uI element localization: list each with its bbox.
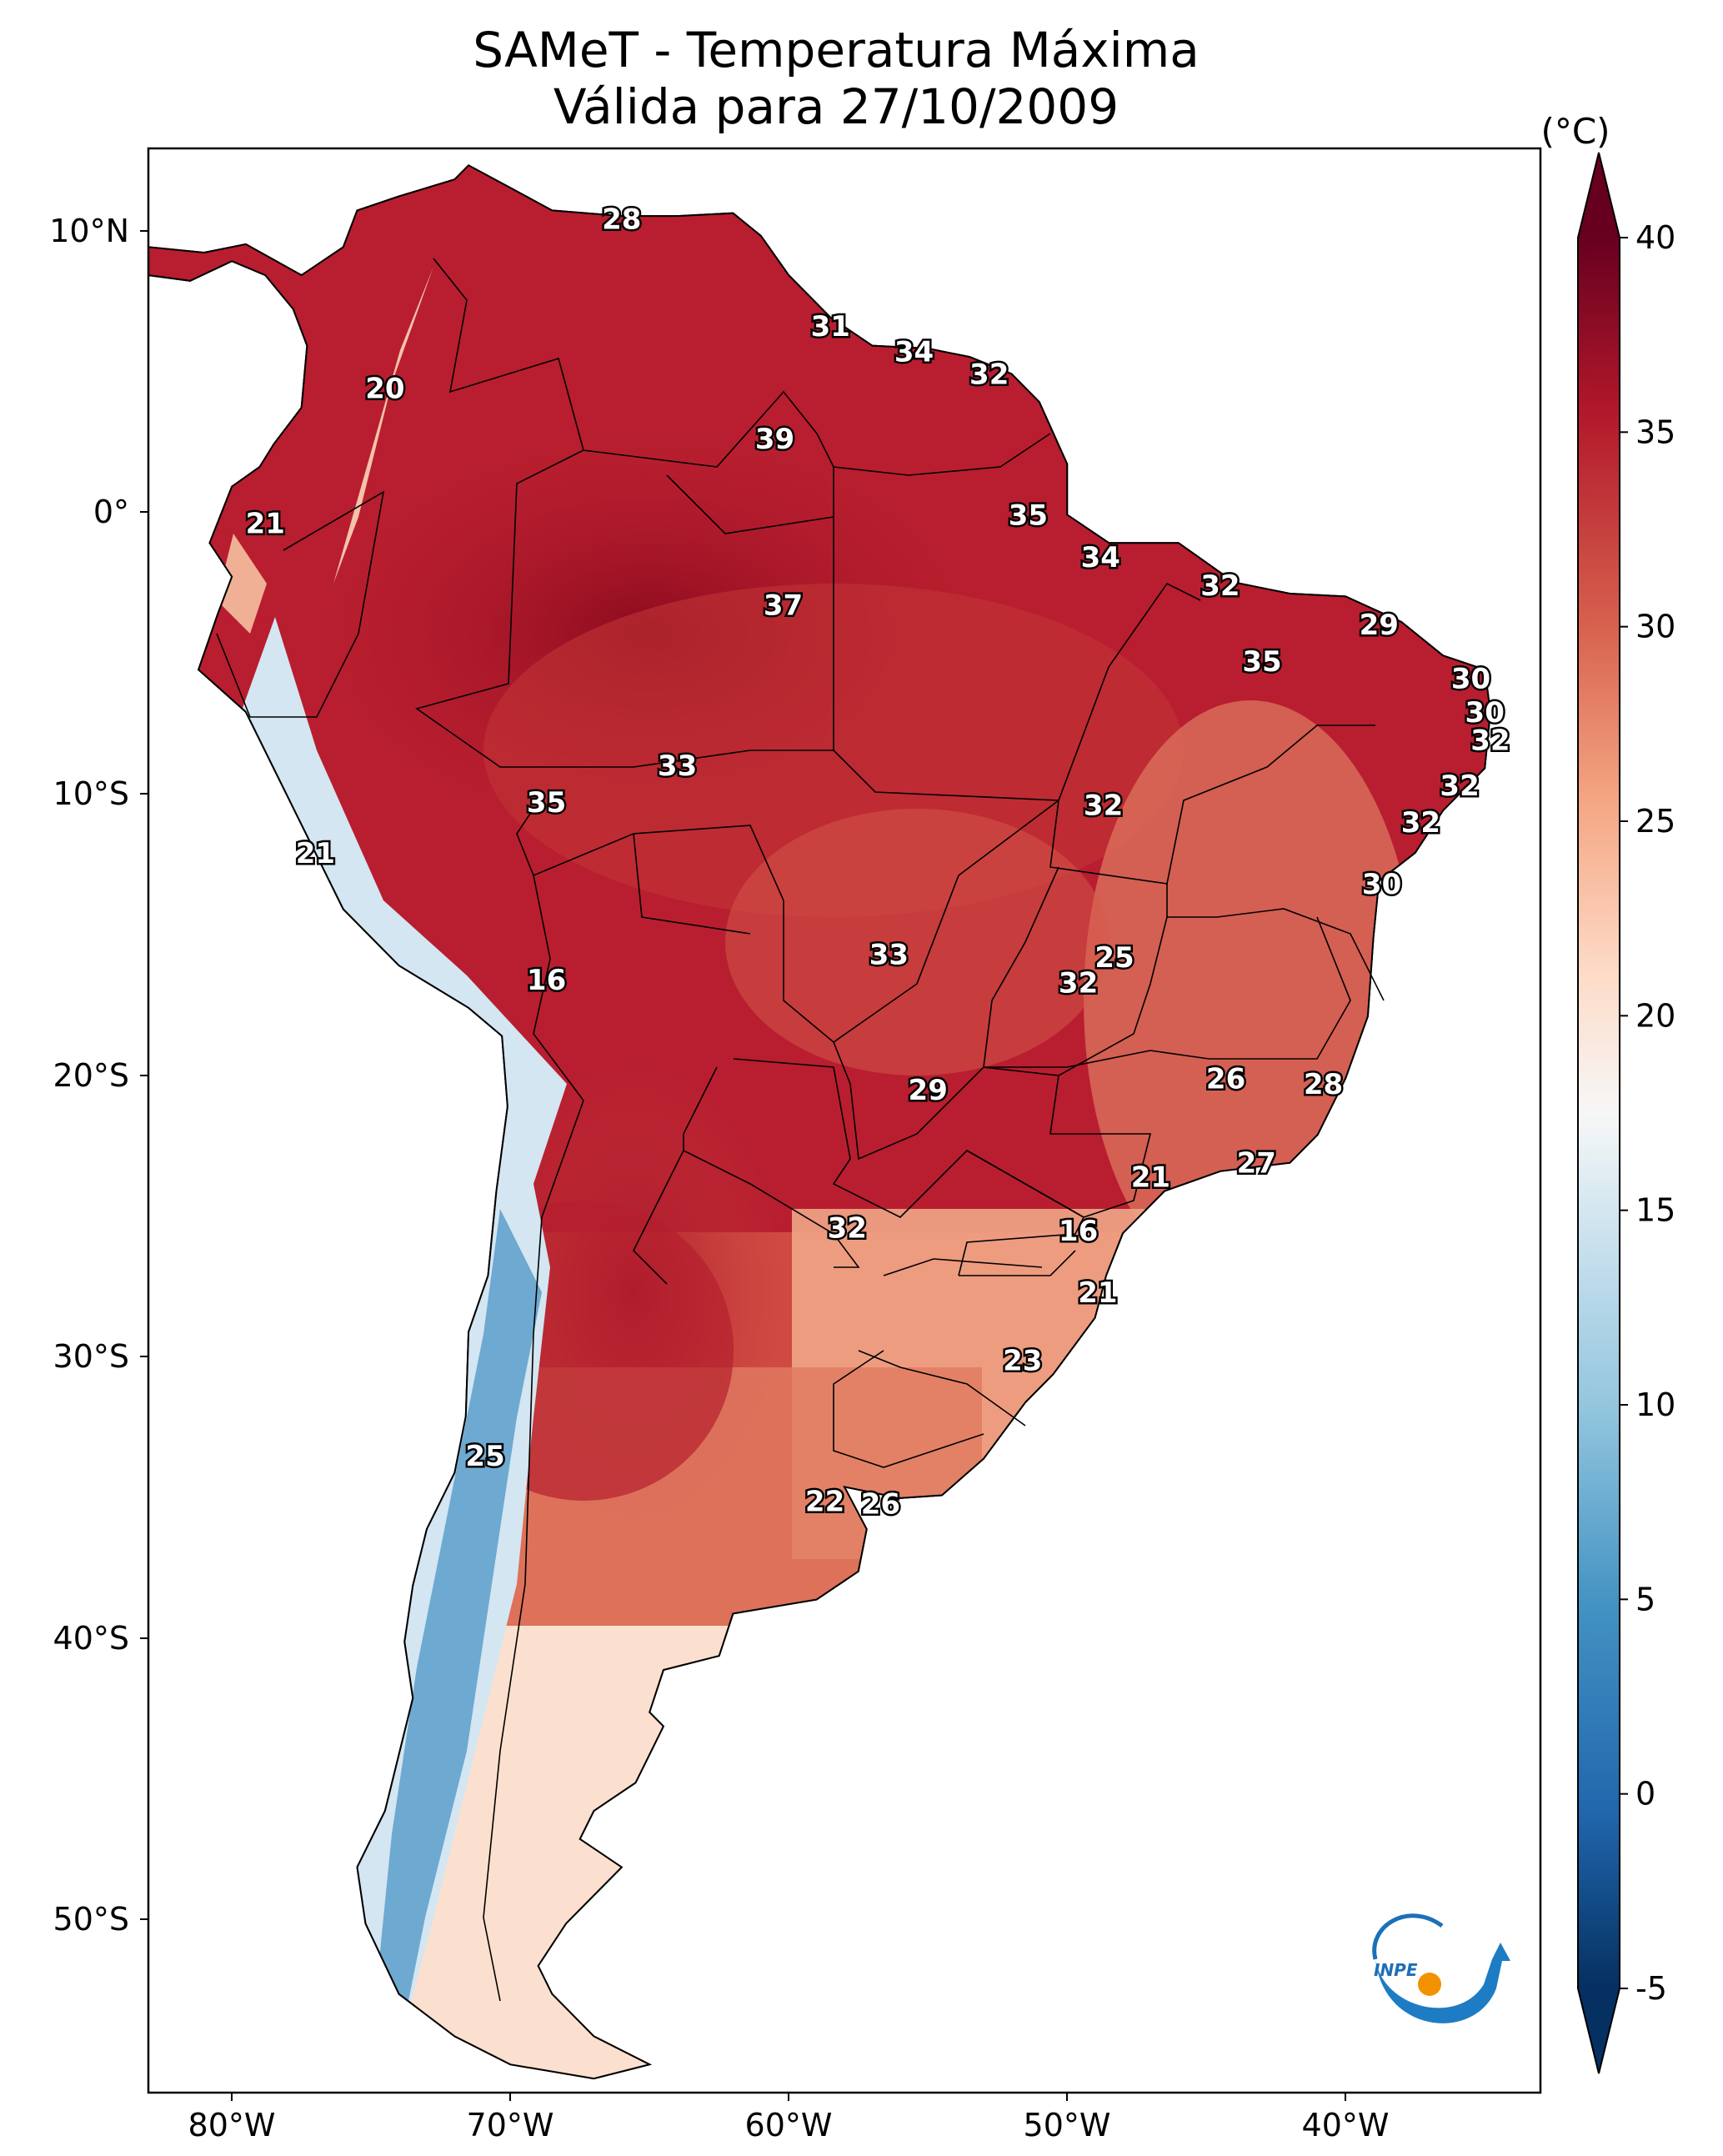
temperature-label: 22 [805,1485,844,1518]
temperature-label: 23 [1003,1344,1042,1377]
temperature-label: 32 [1440,770,1479,803]
temperature-label: 35 [1009,499,1048,532]
temperature-label: 16 [527,964,566,997]
temperature-label: 20 [365,372,404,405]
temperature-label: 29 [1360,609,1399,642]
colorbar-tick-label: 20 [1635,997,1675,1034]
colorbar-tick-label: 40 [1635,219,1675,256]
temperature-label: 27 [1237,1147,1276,1181]
temperature-label: 29 [909,1074,948,1107]
temperature-label: 28 [1304,1068,1343,1101]
temperature-label: 34 [1081,541,1120,574]
lat-tick-label: 10°N [49,213,129,249]
temperature-label: 25 [465,1440,504,1473]
temperature-label: 32 [1200,569,1240,603]
colorbar-top-arrow [1578,153,1620,238]
lon-tick-label: 70°W [467,2107,554,2143]
colorbar-body [1578,238,1620,1988]
temperature-label: 30 [1362,868,1401,901]
lon-tick-label: 40°W [1302,2107,1390,2143]
temperature-label: 30 [1465,696,1505,730]
temperature-label: 21 [296,837,335,870]
temperature-label: 33 [658,750,697,783]
colorbar-tick-label: 0 [1635,1776,1655,1813]
colorbar-bottom-arrow [1578,1988,1620,2073]
temperature-label: 28 [602,203,641,237]
temperature-label: 35 [527,786,566,820]
longitude-ticks: 80°W 70°W 60°W 50°W 40°W [188,2093,1390,2143]
lat-tick-label: 20°S [53,1057,129,1094]
lat-tick-label: 50°S [53,1901,129,1938]
lat-tick-label: 30°S [53,1338,129,1375]
temperature-label: 26 [1206,1062,1245,1096]
temperature-label: 21 [1078,1276,1117,1310]
colorbar-tick-label: 5 [1635,1581,1655,1617]
temperature-label: 37 [764,589,803,623]
temperature-label: 39 [755,423,794,456]
lon-tick-label: 50°W [1024,2107,1111,2143]
temperature-label: 32 [1084,790,1123,823]
temperature-label: 31 [811,310,850,343]
lat-tick-label: 10°S [53,775,129,812]
lat-tick-label: 0° [93,494,129,530]
colorbar-tick-label: 30 [1635,609,1675,645]
colorbar-tick-label: 35 [1635,414,1675,450]
temperature-label: 35 [1242,645,1281,679]
map-subtitle: Válida para 27/10/2009 [553,78,1119,135]
temperature-label: 25 [1094,941,1134,975]
colorbar-tick-label: 15 [1635,1192,1675,1229]
colorbar-tick-label: 25 [1635,803,1675,840]
colorbar: (°C) 40 35 30 25 20 15 10 5 0 -5 [1540,111,1675,2074]
lat-tick-label: 40°S [53,1620,129,1657]
lon-tick-label: 60°W [745,2107,833,2143]
lon-tick-label: 80°W [188,2107,276,2143]
temperature-label: 21 [1131,1161,1170,1195]
temperature-label: 32 [969,358,1009,391]
political-borders [216,258,1385,2002]
temperature-label: 32 [1401,806,1440,840]
temperature-label: 21 [246,508,285,541]
temperature-label: 32 [828,1211,867,1245]
inpe-logo-text: INPE [1374,1960,1418,1980]
latitude-ticks: 10°N 0° 10°S 20°S 30°S 40°S 50°S [49,213,148,1938]
colorbar-tick-label: 10 [1635,1386,1675,1423]
temperature-label: 30 [1451,662,1490,695]
colorbar-unit: (°C) [1540,111,1610,152]
map-axes-frame [147,147,1542,2094]
map-title: SAMeT - Temperatura Máxima [473,22,1200,78]
temperature-label: 26 [861,1488,900,1522]
temperature-label: 34 [894,335,934,369]
temperature-label: 33 [869,939,909,972]
temperature-label: 32 [1059,966,1098,1000]
colorbar-tick-label: -5 [1635,1970,1667,2007]
temperature-label: 16 [1059,1215,1098,1248]
inpe-logo: INPE [1372,1913,1510,2023]
temperature-label: 32 [1470,725,1510,758]
